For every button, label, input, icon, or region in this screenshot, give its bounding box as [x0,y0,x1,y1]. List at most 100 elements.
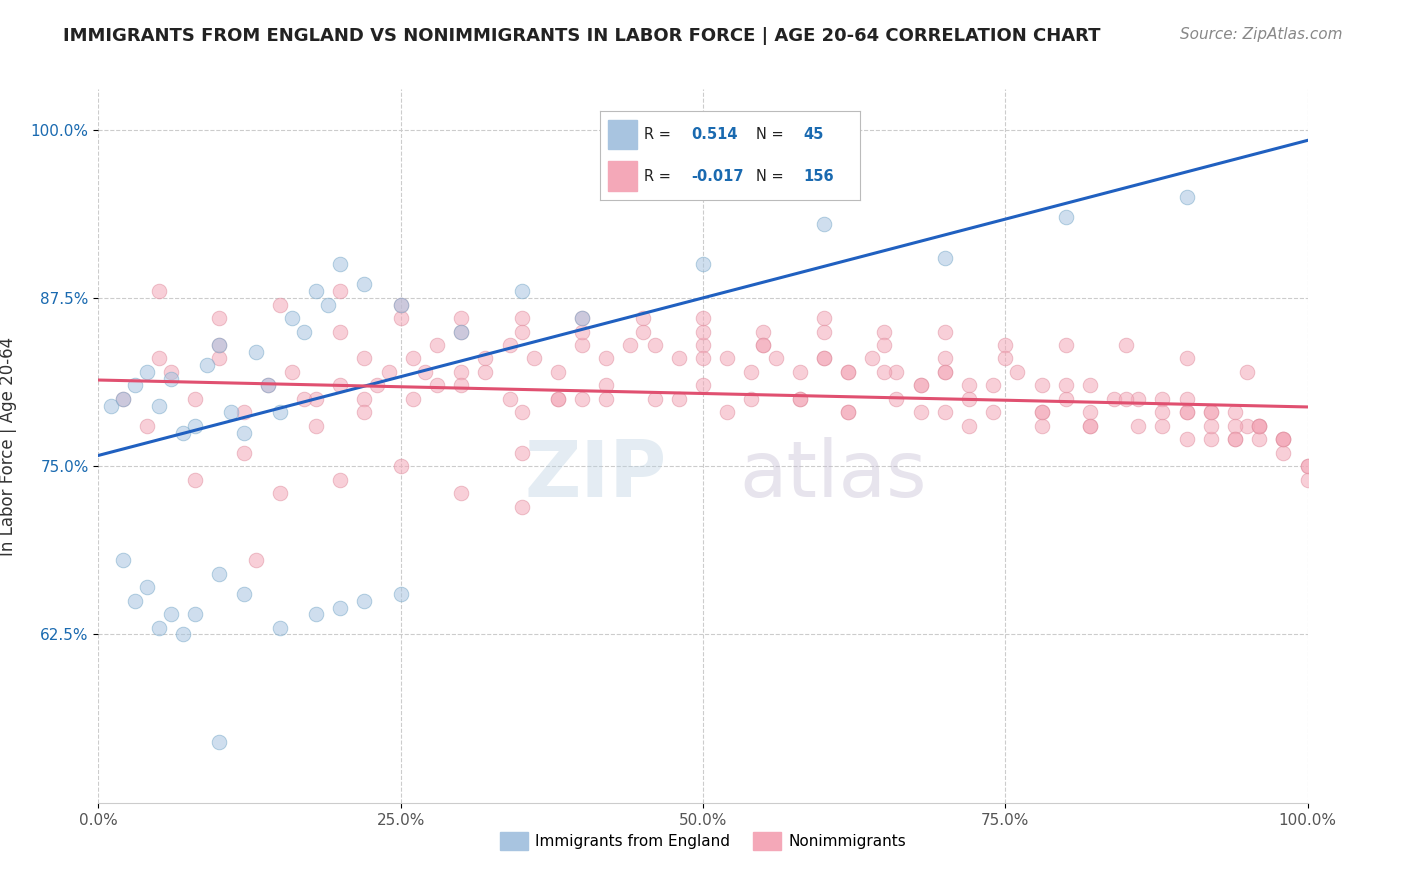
Point [692,378,714,392]
Point [1054,210,1077,224]
Point [510,325,533,339]
Point [631,325,654,339]
Point [934,351,956,366]
Point [208,338,231,352]
Point [1249,418,1271,433]
Point [148,284,170,298]
Point [571,311,593,326]
Point [1272,432,1295,446]
Point [305,607,328,622]
Point [329,325,352,339]
Point [1175,432,1198,446]
Point [644,392,666,406]
Point [1199,432,1222,446]
Point [813,311,835,326]
Point [1272,432,1295,446]
Point [474,365,496,379]
Point [1175,405,1198,419]
Point [184,418,207,433]
Point [111,553,134,567]
Point [329,284,352,298]
Point [245,553,267,567]
Point [221,405,243,419]
Point [571,325,593,339]
Point [1031,405,1053,419]
Point [934,365,956,379]
Point [692,325,714,339]
Point [172,425,194,440]
Point [1078,418,1101,433]
Point [692,257,714,271]
Point [510,405,533,419]
Point [426,338,449,352]
Point [1223,432,1246,446]
Point [232,587,254,601]
Point [692,351,714,366]
Point [208,311,231,326]
Point [305,392,328,406]
Point [510,446,533,460]
Point [135,365,157,379]
Point [402,392,425,406]
Point [1175,405,1198,419]
Point [353,277,375,292]
Point [269,621,291,635]
Point [426,378,449,392]
Point [329,378,352,392]
Legend: Immigrants from England, Nonimmigrants: Immigrants from England, Nonimmigrants [494,826,912,855]
Point [292,325,315,339]
Point [245,344,267,359]
Point [789,392,811,406]
Point [232,405,254,419]
Point [316,298,339,312]
Point [232,425,254,440]
Point [886,392,908,406]
Point [1115,392,1137,406]
Point [135,580,157,594]
Point [547,392,569,406]
Point [1031,378,1053,392]
Point [353,594,375,608]
Point [1272,446,1295,460]
Point [1223,432,1246,446]
Text: atlas: atlas [740,436,927,513]
Point [910,378,932,392]
Point [571,311,593,326]
Point [1249,418,1271,433]
Point [752,325,775,339]
Point [1236,365,1258,379]
Point [837,405,859,419]
Y-axis label: In Labor Force | Age 20-64: In Labor Force | Age 20-64 [0,336,17,556]
Point [353,405,375,419]
Point [547,392,569,406]
Point [208,566,231,581]
Point [269,405,291,419]
Point [1249,418,1271,433]
Point [837,405,859,419]
Point [1272,432,1295,446]
Point [765,351,787,366]
Point [281,365,304,379]
Point [498,338,520,352]
Point [281,311,304,326]
Point [547,365,569,379]
Point [172,627,194,641]
Point [934,251,956,265]
Point [1128,392,1150,406]
Point [910,405,932,419]
Point [195,358,218,372]
Point [292,392,315,406]
Point [184,392,207,406]
Point [644,338,666,352]
Point [595,378,617,392]
Point [160,607,183,622]
Point [269,298,291,312]
Point [148,621,170,635]
Point [1078,418,1101,433]
Point [957,392,980,406]
Point [1115,338,1137,352]
Point [450,378,472,392]
Point [450,486,472,500]
Point [402,351,425,366]
Point [716,351,738,366]
